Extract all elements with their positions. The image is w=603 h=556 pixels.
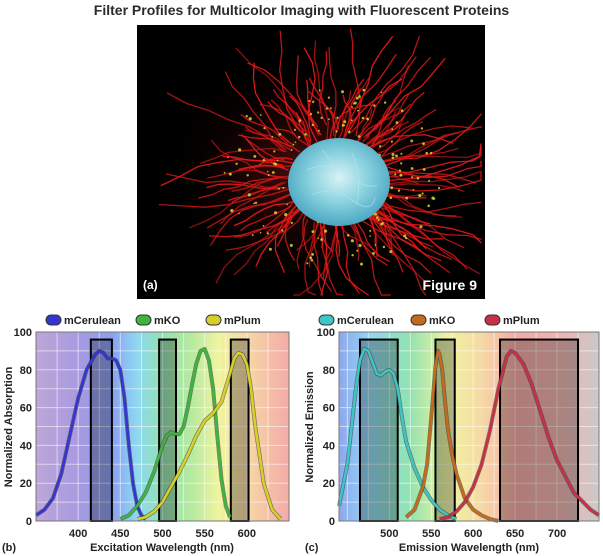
x-tick-label-c: 600	[464, 528, 482, 540]
legend-swatch-c-mKO	[410, 314, 427, 326]
y-tick-label-c: 80	[323, 365, 335, 377]
legend-swatch-b-mCerulean	[45, 314, 62, 326]
legend-label-b-mKO: mKO	[154, 315, 181, 327]
panel-label-b: (b)	[2, 542, 16, 554]
y-tick-label-b: 60	[20, 403, 32, 415]
x-axis-label-b: Excitation Wavelength (nm)	[90, 542, 234, 554]
x-tick-label-c: 550	[422, 528, 440, 540]
legend-label-c-mKO: mKO	[429, 315, 456, 327]
y-tick-label-c: 100	[317, 327, 335, 339]
filter-band-c-0	[358, 338, 399, 523]
legend-swatch-c-mPlum	[484, 314, 501, 326]
cell-micrograph: (a) Figure 9	[137, 25, 485, 299]
series-line-c-mPlum	[439, 349, 600, 521]
legend-swatch-c-mCerulean	[318, 314, 335, 326]
x-axis-label-c: Emission Wavelength (nm)	[399, 542, 540, 554]
x-tick-label-b: 500	[153, 528, 171, 540]
excitation-chart: mCerulean mKO mPlum 0 20 40 60 80 100 400 450 500…	[2, 314, 290, 554]
series-line-b-mCerulean	[35, 349, 147, 521]
y-tick-label-b: 20	[20, 478, 32, 490]
y-tick-label-b: 0	[26, 516, 32, 528]
legend-c: mCerulean mKO mPlum	[318, 314, 540, 327]
y-axis-label-b: Normalized Absorption	[3, 366, 15, 487]
series-line-b-mPlum	[136, 351, 282, 521]
filter-band-c-2	[499, 338, 580, 523]
legend-label-c-mCerulean: mCerulean	[337, 315, 394, 327]
y-tick-label-b: 40	[20, 440, 32, 452]
legend-label-c-mPlum: mPlum	[503, 315, 540, 327]
y-tick-label-c: 0	[329, 516, 335, 528]
page-title: Filter Profiles for Multicolor Imaging w…	[93, 2, 510, 18]
y-axis-label-c: Normalized Emission	[304, 371, 316, 483]
x-tick-label-c: 500	[380, 528, 398, 540]
y-tick-label-c: 40	[323, 440, 335, 452]
y-tick-label-c: 60	[323, 403, 335, 415]
emission-chart: mCerulean mKO mPlum 0 20 40 60 80 100 500 550 600…	[304, 314, 601, 554]
x-tick-label-b: 400	[69, 528, 87, 540]
panel-label-c: (c)	[305, 542, 319, 554]
x-tick-label-c: 650	[506, 528, 524, 540]
series-line-c-mKO	[405, 349, 499, 523]
legend-b: mCerulean mKO mPlum	[45, 314, 261, 327]
filter-band-c-1	[434, 338, 456, 523]
x-tick-label-c: 700	[548, 528, 566, 540]
nucleus	[288, 138, 390, 226]
y-tick-label-b: 100	[14, 327, 32, 339]
legend-swatch-b-mKO	[135, 314, 152, 326]
x-tick-label-b: 550	[195, 528, 213, 540]
y-tick-label-b: 80	[20, 365, 32, 377]
figure-label: Figure 9	[423, 277, 478, 293]
series-line-c-mCerulean	[337, 347, 457, 521]
panel-label-a: (a)	[143, 278, 158, 292]
x-tick-label-b: 600	[238, 528, 256, 540]
x-tick-label-b: 450	[111, 528, 129, 540]
legend-swatch-b-mPlum	[205, 314, 222, 326]
y-tick-label-c: 20	[323, 478, 335, 490]
legend-label-b-mPlum: mPlum	[224, 315, 261, 327]
filter-band-b-0	[89, 338, 113, 523]
legend-label-b-mCerulean: mCerulean	[64, 315, 121, 327]
